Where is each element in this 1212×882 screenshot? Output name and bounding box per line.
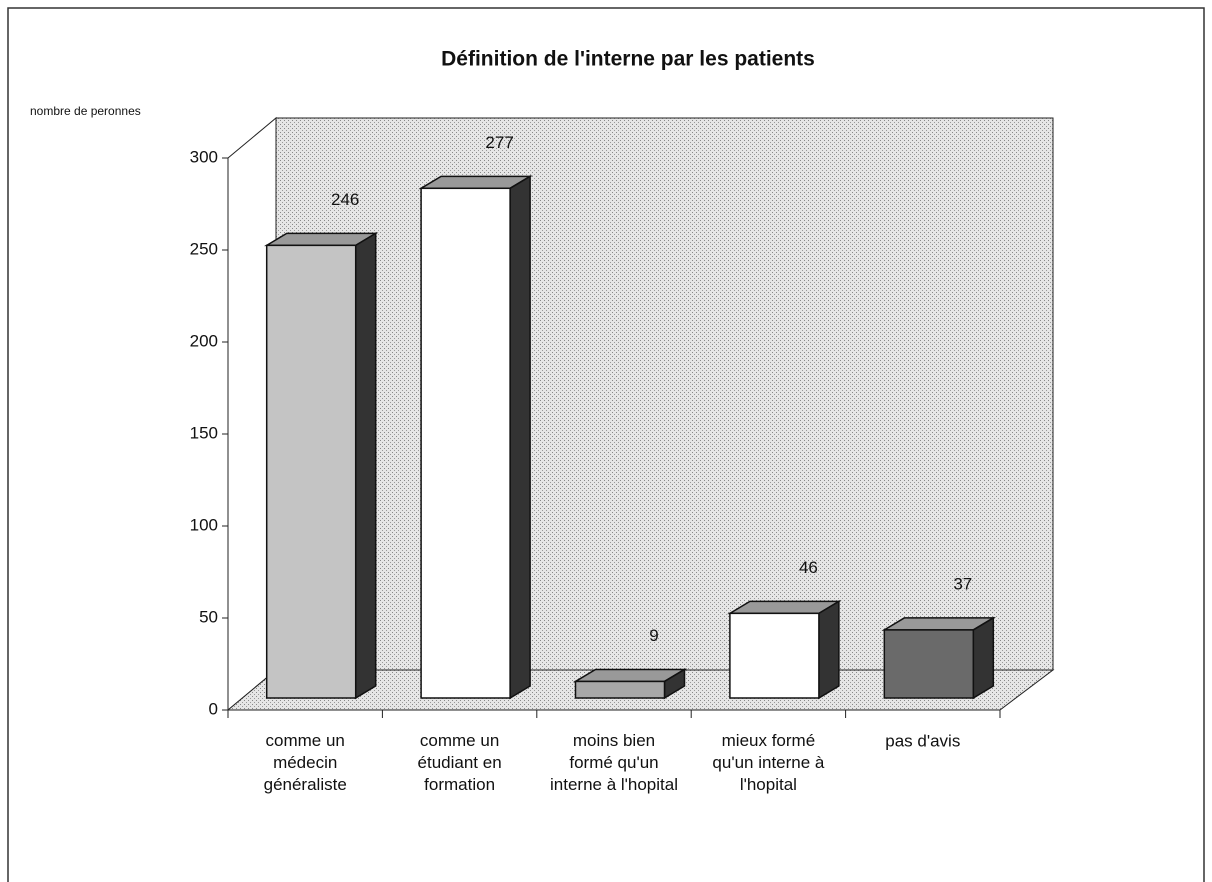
bar-side [509, 174, 531, 700]
y-axis-label: nombre de peronnes [30, 104, 141, 118]
x-tick-label: mieux formé qu'un interne à l'hopital [712, 731, 824, 794]
y-tick-label: 0 [209, 699, 218, 718]
x-tick-label: comme un médecin généraliste [264, 731, 347, 794]
bar [420, 187, 511, 699]
y-tick-label: 250 [190, 239, 218, 258]
value-label: 46 [799, 558, 818, 577]
bar [574, 680, 666, 699]
x-tick-label: comme un étudiant en formation [418, 731, 502, 794]
value-label: 9 [649, 626, 658, 645]
value-label: 37 [953, 574, 972, 593]
bar [729, 612, 820, 699]
back-wall [275, 117, 1054, 671]
x-tick-label: pas d'avis [885, 731, 960, 750]
bar [265, 244, 357, 699]
bar-side [972, 616, 995, 700]
y-tick-label: 150 [190, 423, 218, 442]
value-label: 246 [331, 190, 359, 209]
y-tick-label: 200 [190, 331, 218, 350]
x-tick-label: moins bien formé qu'un interne à l'hopital [550, 731, 678, 794]
frame [7, 7, 1205, 882]
bar-side [818, 600, 840, 700]
y-tick-label: 100 [190, 515, 218, 534]
value-label: 277 [485, 133, 513, 152]
bar [883, 629, 975, 699]
chart-title: Définition de l'interne par les patients [441, 48, 815, 71]
y-tick-label: 50 [199, 607, 218, 626]
y-tick-label: 300 [190, 147, 218, 166]
bar-side [354, 232, 377, 700]
